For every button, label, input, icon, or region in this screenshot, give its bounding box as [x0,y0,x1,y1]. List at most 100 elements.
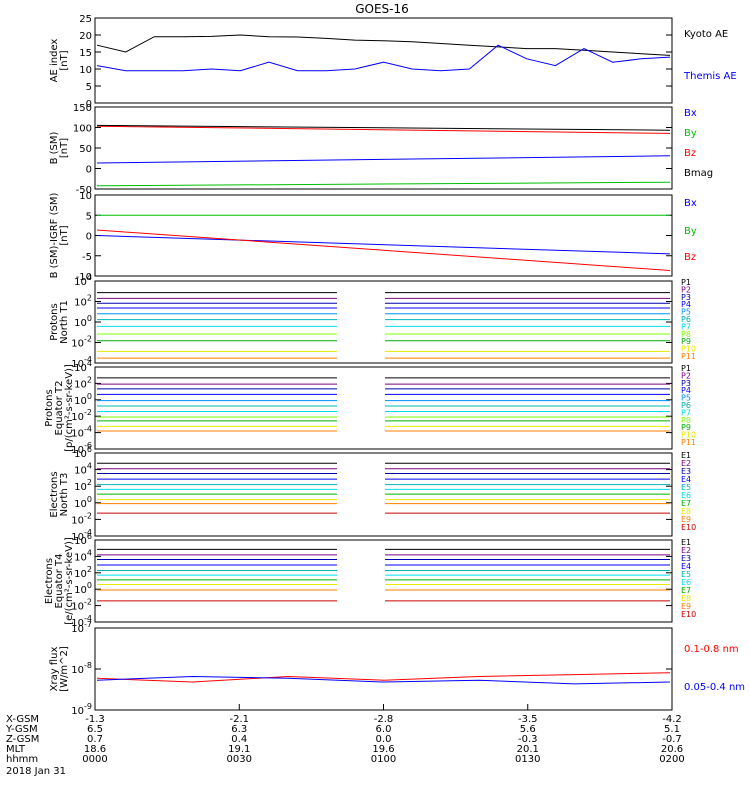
ephemeris-value: 5.1 [664,724,680,735]
series-line [96,155,671,164]
legend-entry: 0.05-0.4 nm [684,682,745,693]
y-tick-label: 100 [74,392,92,407]
y-tick-label: 104 [74,548,92,563]
series-line [96,34,671,56]
panel-b-minus-igrf: 10 5 0 -5 -10 B (SM)-IGRF (SM) [nT] Bx By Bz [49,191,697,283]
ephemeris-value: 0200 [659,754,684,765]
legend-entry: E5 [681,570,691,579]
legend-entry: P2 [681,371,691,380]
y-tick-label: 15 [79,48,92,59]
series-line [96,125,671,134]
legend-entry: P8 [681,330,691,339]
ephemeris-label: Z-GSM [6,734,39,745]
legend-entry: P4 [681,386,691,395]
y-axis-label: [p/(cm²-s-sr-keV)] [64,364,75,452]
y-axis-label: Electrons [49,471,60,517]
legend-entry: P1 [681,278,691,287]
panel-frame [94,452,673,537]
y-axis-label: B (SM) [49,131,60,164]
ephemeris-value: 0.0 [376,734,392,745]
y-tick-label: 10-7 [71,620,92,635]
ephemeris-value: 6.0 [376,724,392,735]
y-tick-label: 10-4 [71,425,92,440]
legend-entry: E9 [681,602,691,611]
y-tick-label: 106 [74,532,92,547]
panel-xray-flux: 10-7 10-8 10-9 Xray flux [W/m^2] 0.1-0.8 nm 0.… [49,620,745,717]
y-tick-label: 10-4 [71,528,92,543]
series-line [96,124,671,131]
legend-entry: Bz [684,148,696,159]
legend-entry: P3 [681,379,691,388]
data-gap [337,368,385,448]
series-line [96,229,671,271]
y-tick-label: 10-9 [71,702,92,717]
legend-entry: P1 [681,364,691,373]
legend-entry: Bmag [684,168,713,179]
legend-entry: E10 [681,610,696,619]
y-tick-label: 104 [74,359,92,374]
y-tick-label: 100 [73,124,92,135]
ephemeris-value: 19.1 [228,744,250,755]
y-axis-label: Xray flux [49,647,60,692]
legend-entry: P11 [681,438,696,447]
y-tick-label: 100 [74,495,92,510]
panel-frame [94,366,673,450]
series-line [96,181,671,187]
legend-entry: E9 [681,515,691,524]
page-title: GOES-16 [355,2,409,16]
legend-entry: E2 [681,459,691,468]
ephemeris-value: -2.8 [374,714,394,725]
legend-entry: E10 [681,523,696,532]
legend-entry: P9 [681,423,691,432]
y-tick-label: 102 [74,565,92,580]
y-axis-label: B (SM)-IGRF (SM) [49,193,60,279]
legend-entry: E6 [681,578,691,587]
y-axis-label: AE index [49,39,60,83]
data-gap [337,541,385,621]
y-axis-label: North T3 [59,473,70,517]
data-gap [337,454,385,535]
series-line [96,675,671,685]
legend-entry: Themis AE [683,71,737,82]
panel-frame [94,106,673,190]
ephemeris-value: 18.6 [84,744,106,755]
legend-entry: E6 [681,491,691,500]
ephemeris-value: -2.1 [229,714,249,725]
legend-entry: By [684,128,697,139]
ephemeris-value: 20.1 [517,744,539,755]
y-tick-label: 102 [74,294,92,309]
ephemeris-value: 19.6 [372,744,394,755]
y-tick-label: -50 [76,185,92,196]
y-tick-label: 10-8 [71,661,92,676]
legend-entry: E4 [681,562,691,571]
legend-entry: P3 [681,293,691,302]
legend-entry: E5 [681,483,691,492]
y-axis-label: [e/(cm²-s-sr-keV)] [64,537,75,625]
y-tick-label: 10 [79,65,92,76]
ephemeris-label: X-GSM [6,714,39,725]
y-tick-label: 5 [86,211,92,222]
data-gap [337,282,385,362]
y-axis-label: [W/m^2] [59,646,70,692]
ephemeris-value: 6.5 [87,724,103,735]
legend-entry: P10 [681,431,696,440]
y-axis-label: [nT] [59,50,70,70]
y-axis-label: Equator T2 [54,381,65,436]
ephemeris-value: 20.6 [661,744,683,755]
y-axis-label: North T1 [59,300,70,344]
ephemeris-value: 6.3 [231,724,247,735]
legend-entry: P6 [681,401,691,410]
legend-entry: E8 [681,594,691,603]
y-axis-label: Protons [49,303,60,340]
legend-entry: P9 [681,337,691,346]
legend-entry: E2 [681,546,691,555]
ephemeris-table: X-GSM -1.3 -2.1 -2.8 -3.5 -4.2 Y-GSM 6.5 6.3 6.0 5… [5,714,685,777]
legend-entry: E7 [681,499,691,508]
ephemeris-value: 0130 [515,754,540,765]
y-tick-label: 10-4 [71,614,92,629]
y-axis-label: [nT] [59,138,70,158]
